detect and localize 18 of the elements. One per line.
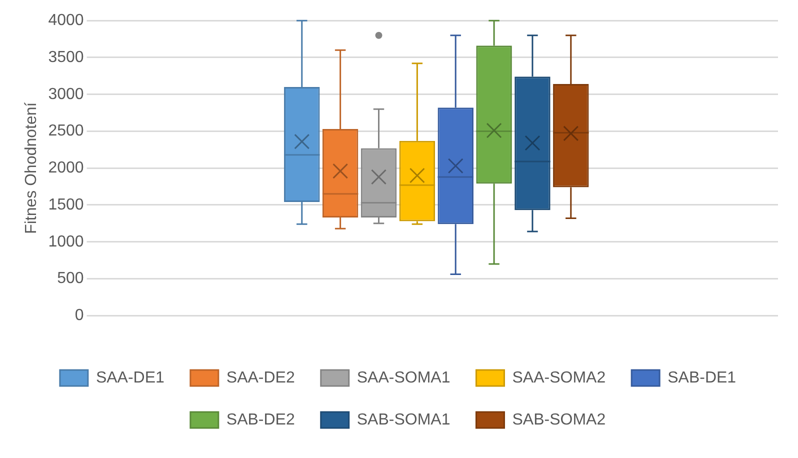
y-axis-title: Fitnes Ohodnotení [23, 102, 40, 234]
y-tick-label: 2500 [48, 122, 84, 140]
legend-label: SAB-DE1 [668, 369, 736, 386]
y-tick-label: 4000 [48, 12, 84, 30]
legend-label: SAB-SOMA1 [356, 411, 450, 428]
y-tick-label: 1000 [48, 233, 84, 250]
legend-label: SAA-DE2 [226, 369, 295, 386]
y-tick-label: 2000 [48, 160, 84, 177]
legend-label: SAA-SOMA2 [512, 369, 606, 386]
legend-label: SAA-DE1 [96, 369, 165, 386]
y-tick-label: 3000 [48, 86, 84, 103]
legend-label: SAB-DE2 [226, 411, 295, 428]
y-tick-label: 3500 [48, 48, 84, 66]
legend-label: SAB-SOMA2 [512, 411, 606, 428]
y-tick-label: 0 [74, 307, 84, 324]
legend-label: SAA-SOMA1 [356, 369, 450, 386]
y-tick-label: 1500 [48, 196, 84, 214]
y-tick-label: 500 [57, 270, 84, 288]
